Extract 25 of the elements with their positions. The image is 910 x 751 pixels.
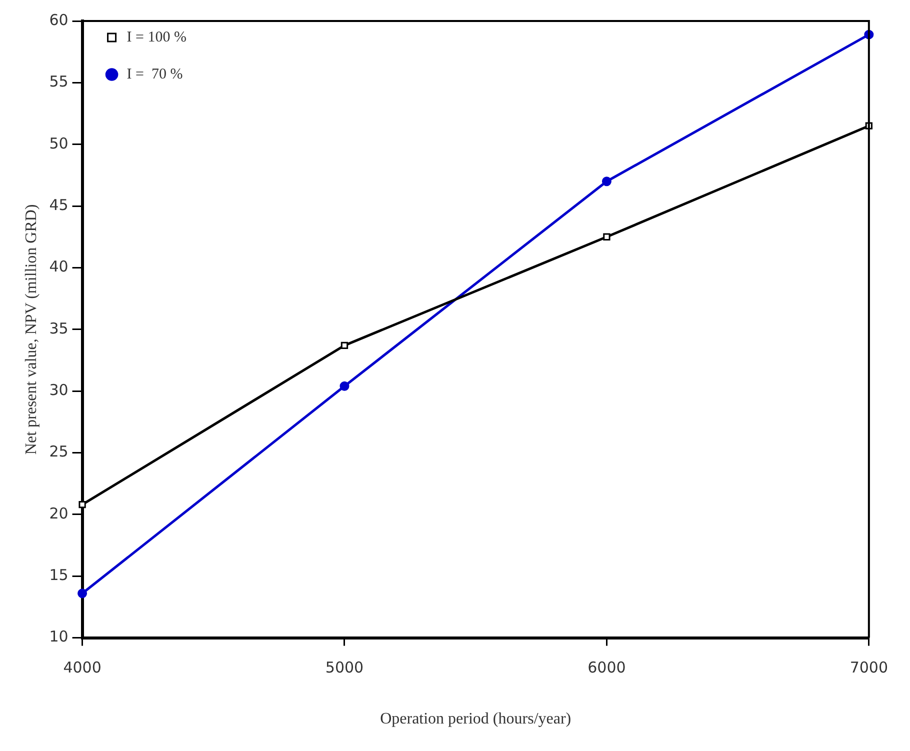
x-tick-label: 6000 xyxy=(588,658,626,677)
legend-label: I = 100 % xyxy=(126,29,186,46)
y-tick-label: 55 xyxy=(49,72,68,91)
y-axis-title: Net present value, NPV (million GRD) xyxy=(22,204,40,455)
y-tick-label: 25 xyxy=(49,442,68,461)
y-tick-label: 10 xyxy=(49,628,68,646)
y-tick-label: 50 xyxy=(49,134,68,152)
y-tick-label: 45 xyxy=(49,196,68,214)
point xyxy=(603,233,610,240)
point xyxy=(340,342,348,350)
legend-label: I = 70 % xyxy=(126,66,183,82)
y-tick-label: 30 xyxy=(49,380,68,399)
y-tick-label: 35 xyxy=(49,319,68,338)
y-tick-label: 40 xyxy=(49,258,68,276)
point xyxy=(340,381,350,391)
y-tick-label: 60 xyxy=(49,10,68,29)
x-axis-title: Operation period (hours/year) xyxy=(380,710,572,728)
point xyxy=(78,588,88,598)
x-tick-label: 7000 xyxy=(850,658,888,677)
point xyxy=(602,176,612,186)
y-tick-label: 20 xyxy=(49,504,68,522)
x-tick-label: 4000 xyxy=(63,658,102,677)
point xyxy=(78,500,86,508)
y-tick-label: 15 xyxy=(49,566,68,584)
x-tick-label: 5000 xyxy=(325,658,364,677)
